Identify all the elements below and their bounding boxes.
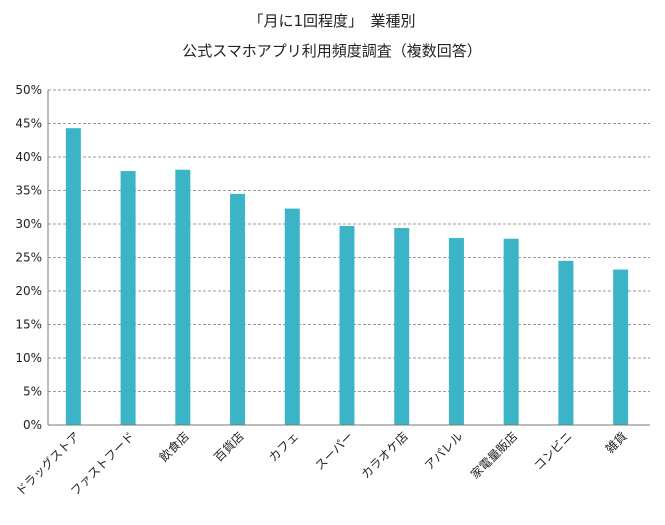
bar: [448, 238, 464, 425]
x-category-label: スーパー: [312, 429, 356, 473]
bar: [613, 269, 629, 425]
x-category-label: コンビニ: [531, 429, 575, 473]
bar: [558, 260, 574, 425]
x-category-label: 百貨店: [211, 429, 247, 465]
chart-title: 「月に1回程度」 業種別: [248, 12, 415, 30]
y-tick-label: 25%: [15, 251, 42, 265]
x-category-label: 雑貨: [602, 429, 630, 457]
bar: [65, 128, 81, 425]
y-axis-ticks: 0% 5% 10% 15% 20% 25% 30% 35% 40% 45% 50%: [15, 83, 42, 432]
bar: [339, 226, 355, 425]
chart-subtitle: 公式スマホアプリ利用頻度調査（複数回答）: [182, 42, 482, 60]
bar: [503, 238, 519, 425]
bar: [175, 169, 191, 425]
y-tick-label: 40%: [15, 150, 42, 164]
y-tick-label: 45%: [15, 117, 42, 131]
bars: [65, 128, 629, 425]
x-category-label: 家電量販店: [467, 429, 520, 482]
x-category-label: 飲食店: [156, 429, 192, 465]
y-tick-label: 5%: [23, 385, 42, 399]
y-tick-label: 10%: [15, 351, 42, 365]
bar: [120, 171, 136, 425]
x-category-label: カフェ: [266, 429, 301, 464]
y-tick-label: 35%: [15, 184, 42, 198]
y-tick-label: 0%: [23, 418, 42, 432]
x-category-label: アパレル: [422, 429, 466, 473]
y-tick-label: 30%: [15, 217, 42, 231]
x-category-label: カラオケ店: [359, 429, 411, 481]
y-tick-label: 50%: [15, 83, 42, 97]
y-tick-label: 20%: [15, 284, 42, 298]
bar: [394, 228, 410, 425]
y-tick-label: 15%: [15, 318, 42, 332]
bar: [284, 208, 300, 425]
bar: [230, 193, 246, 425]
